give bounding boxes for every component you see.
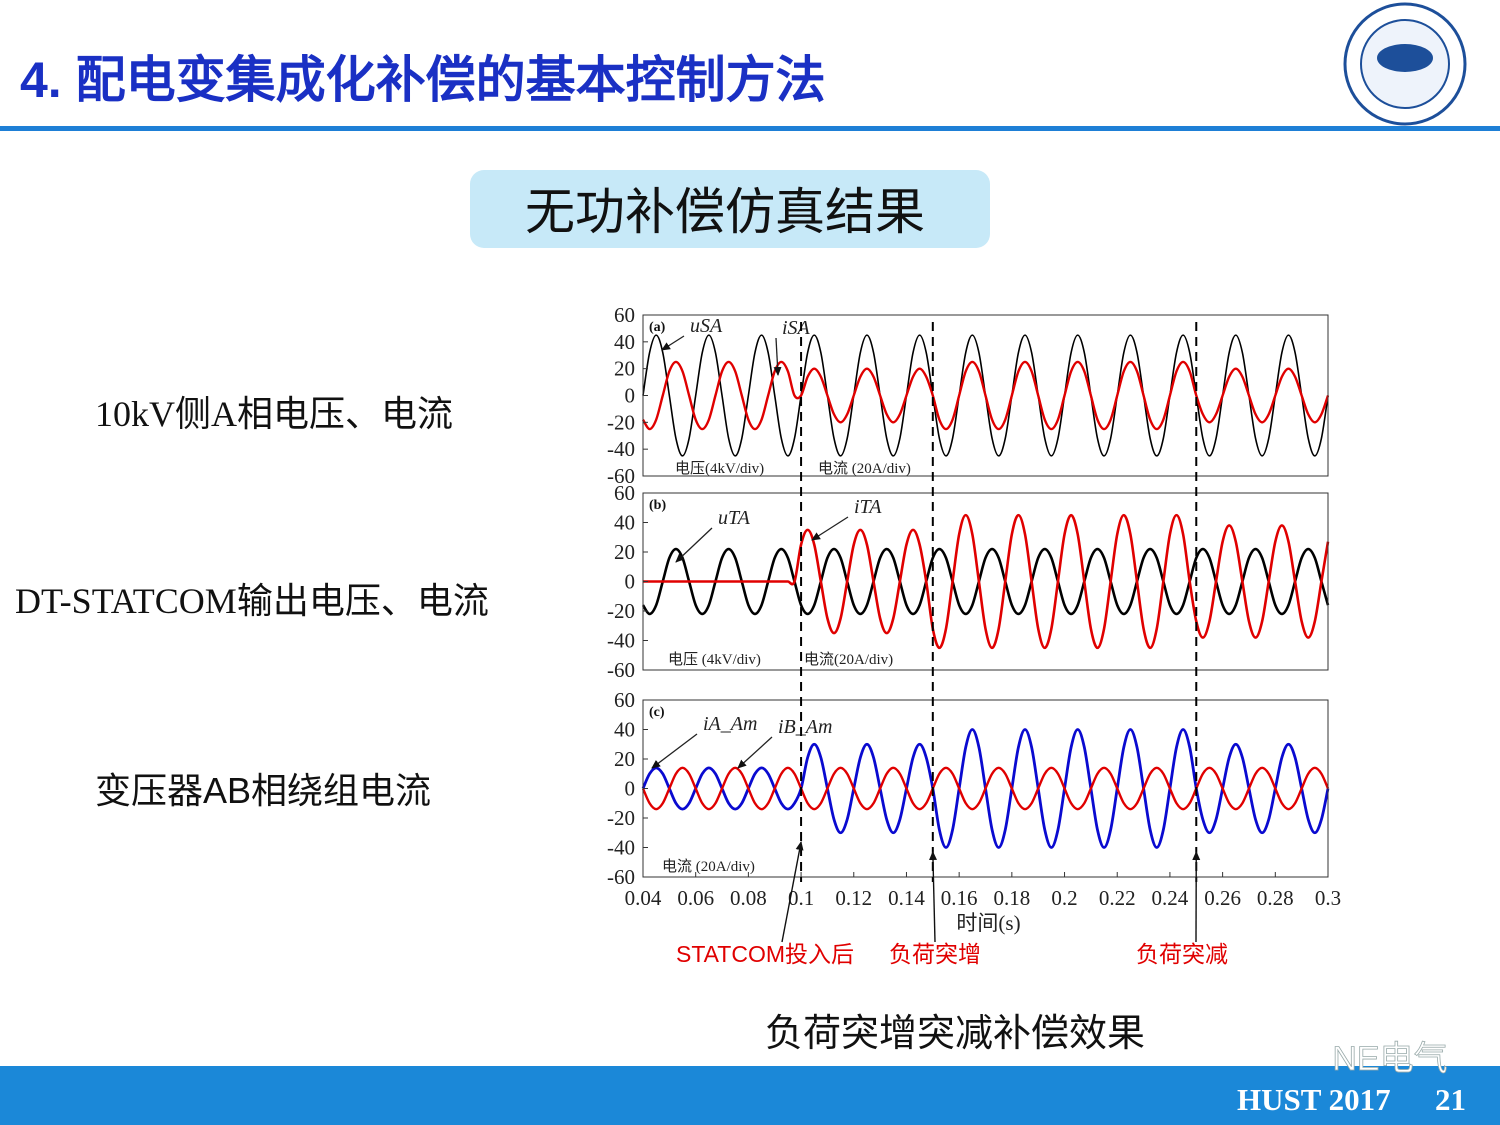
event-label: STATCOM投入后 — [676, 941, 854, 967]
y-tick-label: -40 — [607, 437, 635, 461]
row-label: 变压器AB相绕组电流 — [95, 770, 431, 811]
slide-title: 4. 配电变集成化补偿的基本控制方法 — [20, 52, 826, 108]
subtitle: 无功补偿仿真结果 — [525, 184, 925, 240]
y-tick-label: 60 — [614, 688, 635, 712]
event-arrow — [929, 851, 938, 943]
data-line — [641, 547, 1330, 616]
x-tick-label: 0.08 — [730, 886, 767, 910]
footer-text: HUST 2017 — [1237, 1082, 1391, 1117]
row-label: DT-STATCOM输出电压、电流 — [15, 581, 489, 621]
series-label: iSA — [782, 317, 811, 339]
logo — [1343, 2, 1467, 126]
axis-annotation: 电压 (4kV/div) — [668, 651, 761, 668]
series-label: iA_Am — [703, 713, 757, 735]
label-arrow — [675, 527, 713, 563]
x-tick-label: 0.16 — [941, 886, 978, 910]
axis-annotation: 电压(4kV/div) — [675, 460, 764, 477]
event-arrow — [781, 841, 804, 943]
x-tick-label: 0.2 — [1051, 886, 1077, 910]
y-tick-label: 40 — [614, 511, 635, 535]
y-tick-label: 0 — [625, 384, 636, 408]
x-tick-label: 0.18 — [993, 886, 1030, 910]
x-tick-label: 0.24 — [1152, 886, 1189, 910]
y-tick-label: 20 — [614, 357, 635, 381]
y-tick-label: 20 — [614, 747, 635, 771]
y-tick-label: 0 — [625, 570, 636, 594]
page-number: 21 — [1435, 1082, 1466, 1117]
x-tick-label: 0.26 — [1204, 886, 1241, 910]
subtitle-box — [470, 170, 990, 248]
panel-label: (a) — [649, 320, 666, 335]
event-label: 负荷突增 — [889, 941, 981, 967]
y-tick-label: 40 — [614, 330, 635, 354]
caption: 负荷突增突减补偿效果 — [765, 1013, 1145, 1055]
y-tick-label: -20 — [607, 806, 635, 830]
y-tick-label: -60 — [607, 464, 635, 488]
x-tick-label: 0.06 — [677, 886, 714, 910]
panel-label: (b) — [649, 498, 666, 513]
x-axis-label: 时间(s) — [956, 911, 1020, 935]
label-arrow — [811, 516, 849, 541]
data-line — [643, 513, 1330, 650]
footer-band — [0, 1066, 1500, 1125]
series-label: iTA — [854, 496, 882, 518]
axis-annotation: 电流 (20A/div) — [818, 460, 911, 477]
y-tick-label: 20 — [614, 540, 635, 564]
y-tick-label: -40 — [607, 836, 635, 860]
event-label: 负荷突减 — [1136, 941, 1228, 967]
y-tick-label: 0 — [625, 777, 636, 801]
panel-label: (c) — [649, 705, 665, 720]
y-tick-label: 40 — [614, 718, 635, 742]
series-label: uSA — [690, 315, 723, 337]
label-arrow — [773, 337, 782, 376]
data-line — [641, 360, 1330, 431]
x-tick-label: 0.14 — [888, 886, 925, 910]
x-tick-label: 0.12 — [835, 886, 872, 910]
axis-annotation: 电流 (20A/div) — [662, 858, 755, 875]
watermark: NE电气 — [1332, 1040, 1447, 1078]
y-tick-label: -60 — [607, 865, 635, 889]
y-tick-label: -60 — [607, 658, 635, 682]
label-arrow — [651, 733, 698, 769]
axis-annotation: 电流(20A/div) — [804, 651, 893, 668]
y-tick-label: 60 — [614, 481, 635, 505]
y-tick-label: -40 — [607, 629, 635, 653]
x-tick-label: 0.04 — [625, 886, 662, 910]
y-tick-label: -20 — [607, 599, 635, 623]
y-tick-label: -20 — [607, 410, 635, 434]
x-tick-label: 0.22 — [1099, 886, 1136, 910]
x-tick-label: 0.3 — [1315, 886, 1341, 910]
row-label: 10kV侧A相电压、电流 — [95, 394, 453, 434]
x-tick-label: 0.28 — [1257, 886, 1294, 910]
y-tick-label: 60 — [614, 303, 635, 327]
title-rule — [0, 126, 1500, 131]
label-arrow — [661, 335, 685, 351]
series-label: uTA — [718, 507, 751, 529]
logo-emblem — [1377, 44, 1433, 72]
label-arrow — [737, 736, 773, 769]
series-label: iB_Am — [778, 716, 832, 738]
data-line — [641, 766, 1330, 811]
